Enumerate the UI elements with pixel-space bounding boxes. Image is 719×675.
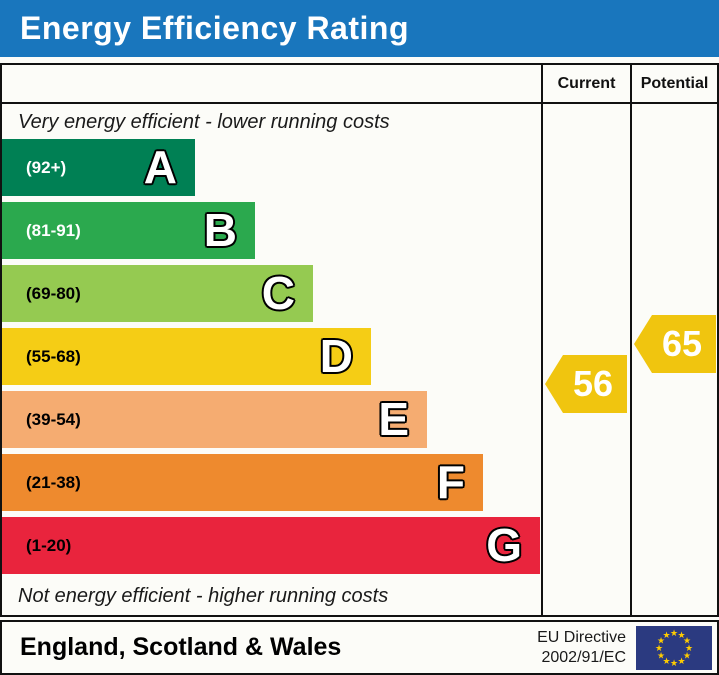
- eu-directive-line1: EU Directive: [537, 628, 626, 646]
- band-g-letter: G: [486, 519, 522, 571]
- rating-bands: (92+) A (81-91) B (69-80) C (55-68) D (3…: [2, 139, 717, 574]
- region-label: England, Scotland & Wales: [20, 633, 342, 661]
- band-d-letter: D: [319, 330, 353, 382]
- svg-text:★: ★: [677, 656, 685, 666]
- band-e: (39-54) E: [2, 391, 427, 448]
- band-c: (69-80) C: [2, 265, 313, 322]
- title-bar: Energy Efficiency Rating: [0, 0, 719, 57]
- svg-text:★: ★: [683, 650, 691, 660]
- svg-text:★: ★: [657, 650, 665, 660]
- svg-text:★: ★: [683, 635, 691, 645]
- svg-text:★: ★: [685, 643, 693, 653]
- band-a: (92+) A: [2, 139, 195, 196]
- svg-text:★: ★: [657, 635, 665, 645]
- band-c-letter: C: [261, 267, 295, 319]
- eu-flag-icon: ★ ★★★★★★★★★★★: [636, 625, 712, 670]
- band-b-letter: B: [203, 204, 237, 256]
- table-header-row: Current Potential: [2, 65, 717, 104]
- top-caption: Very energy efficient - lower running co…: [18, 111, 390, 133]
- band-g-range-label: (1-20): [26, 535, 72, 555]
- svg-text:★: ★: [677, 630, 685, 640]
- current-column-header: Current: [557, 74, 616, 92]
- band-g: (1-20) G: [2, 517, 540, 574]
- band-e-letter: E: [378, 393, 409, 445]
- eu-directive-label: EU Directive 2002/91/EC: [537, 628, 636, 668]
- footer: England, Scotland & Wales EU Directive 2…: [0, 620, 719, 675]
- band-a-range-label: (92+): [26, 157, 67, 177]
- current-rating-value: 56: [572, 363, 614, 404]
- band-e-range-label: (39-54): [26, 409, 81, 429]
- svg-text:★: ★: [662, 630, 670, 640]
- band-f-letter: F: [436, 456, 465, 508]
- svg-text:★: ★: [655, 643, 663, 653]
- svg-text:★: ★: [670, 658, 678, 668]
- current-column-divider: [541, 65, 543, 615]
- band-f-range-label: (21-38): [26, 472, 81, 492]
- band-b-range-label: (81-91): [26, 220, 81, 240]
- rating-table: Current Potential Very energy efficient …: [0, 63, 719, 617]
- bottom-caption: Not energy efficient - higher running co…: [18, 585, 389, 607]
- band-f: (21-38) F: [2, 454, 483, 511]
- band-b: (81-91) B: [2, 202, 255, 259]
- current-rating-marker: 56: [545, 355, 627, 413]
- potential-rating-marker: 65: [634, 315, 716, 373]
- svg-text:★: ★: [662, 656, 670, 666]
- potential-column-header: Potential: [640, 74, 709, 92]
- eu-directive-line2: 2002/91/EC: [541, 648, 626, 666]
- potential-rating-value: 65: [661, 323, 703, 364]
- band-d-range-label: (55-68): [26, 346, 81, 366]
- band-c-range-label: (69-80): [26, 283, 81, 303]
- band-a-letter: A: [143, 141, 177, 193]
- potential-column-divider: [630, 65, 632, 615]
- svg-text:★: ★: [670, 628, 678, 638]
- band-d: (55-68) D: [2, 328, 371, 385]
- page-title: Energy Efficiency Rating: [20, 10, 409, 46]
